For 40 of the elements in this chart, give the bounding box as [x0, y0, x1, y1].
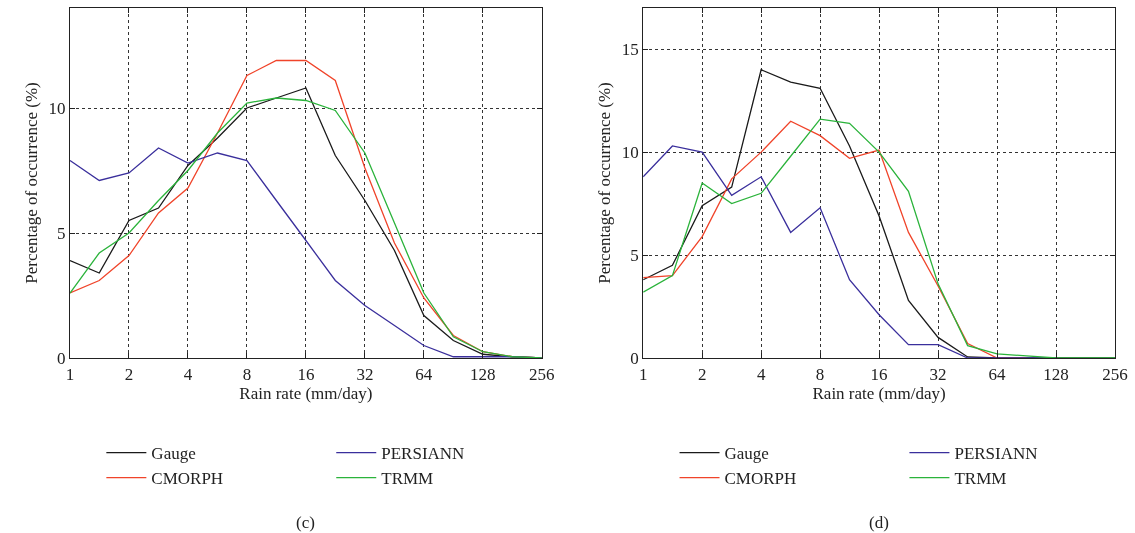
y-tick-label: 10 [621, 143, 639, 163]
x-tick-label: 16 [870, 364, 888, 384]
legend-label: CMORPH [724, 469, 797, 489]
x-tick-label: 2 [697, 364, 707, 384]
x-axis-title: Rain rate (mm/day) [812, 383, 946, 403]
y-tick-label: 5 [630, 246, 639, 266]
line-series [643, 118, 1115, 358]
text: (c) [296, 513, 315, 532]
x-tick-label: 256 [529, 364, 555, 384]
legend-label: PERSIANN [954, 444, 1038, 464]
legend-label: PERSIANN [381, 444, 465, 464]
text: (d) [869, 513, 889, 532]
y-tick-label: 10 [48, 98, 66, 118]
y-tick-label: 0 [57, 348, 66, 368]
x-tick-label: 256 [1102, 364, 1128, 384]
x-tick-label: 64 [988, 364, 1007, 384]
x-tick-label: 4 [183, 364, 193, 384]
x-tick-label: 1 [638, 364, 648, 384]
x-tick-label: 64 [415, 364, 433, 384]
y-axis-title: Percentage of occurrence (%) [22, 82, 42, 284]
x-tick-label: 32 [356, 364, 374, 384]
x-tick-label: 8 [815, 364, 825, 384]
x-tick-label: 128 [470, 364, 496, 384]
legend-label: Gauge [724, 444, 769, 464]
y-tick-label: 5 [57, 223, 66, 243]
x-tick-label: 128 [1043, 364, 1069, 384]
x-tick-label: 16 [297, 364, 315, 384]
y-tick-label: 0 [630, 348, 639, 368]
legend-label: TRMM [381, 469, 434, 489]
legend-label: CMORPH [151, 469, 224, 489]
x-tick-label: 1 [65, 364, 75, 384]
x-tick-label: 2 [124, 364, 134, 384]
x-axis-title: Rain rate (mm/day) [239, 383, 373, 403]
legend-label: TRMM [954, 469, 1007, 489]
y-axis-title: Percentage of occurrence (%) [595, 82, 615, 284]
x-tick-label: 8 [242, 364, 252, 384]
legend-label: Gauge [151, 444, 196, 464]
x-tick-label: 32 [929, 364, 947, 384]
x-tick-label: 4 [756, 364, 766, 384]
y-tick-label: 15 [621, 40, 639, 60]
